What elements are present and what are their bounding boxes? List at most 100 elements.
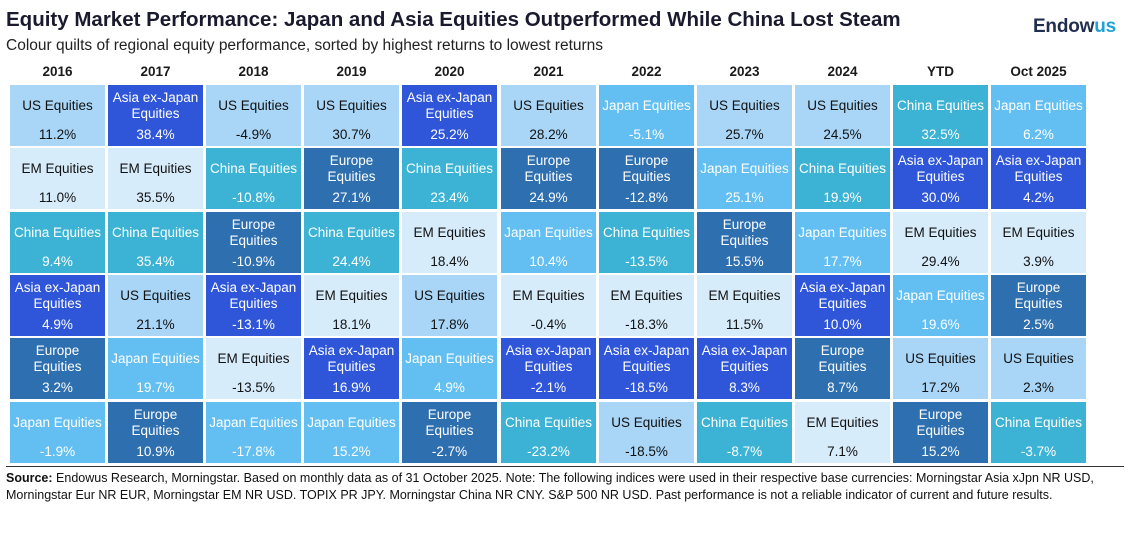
cell-return-value: 4.9% xyxy=(434,380,465,395)
quilt-cell-2017-europe-equities: Europe Equities 10.9% xyxy=(108,402,203,463)
cell-return-value: -2.1% xyxy=(530,380,567,395)
cell-asset-name: Europe Equities xyxy=(720,217,769,248)
cell-asset-name: Europe Equities xyxy=(1014,280,1063,311)
cell-asset-name: Asia ex-Japan Equities xyxy=(406,90,493,121)
cell-asset-name: Japan Equities xyxy=(307,415,396,430)
cell-return-value: 10.0% xyxy=(823,317,862,332)
quilt-cell-ytd-japan-equities: Japan Equities 19.6% xyxy=(893,275,988,336)
cell-return-value: -13.5% xyxy=(232,380,275,395)
quilt-cell-2020-us-equities: US Equities 17.8% xyxy=(402,275,497,336)
quilt-cell-2019-europe-equities: Europe Equities 27.1% xyxy=(304,148,399,209)
quilt-cell-2022-us-equities: US Equities -18.5% xyxy=(599,402,694,463)
logo-accent-text: us xyxy=(1094,16,1116,37)
year-label-2024: 2024 xyxy=(827,64,858,79)
cell-asset-name: Japan Equities xyxy=(896,288,985,303)
quilt-cell-ytd-em-equities: EM Equities 29.4% xyxy=(893,212,988,273)
cell-asset-name: Japan Equities xyxy=(602,98,691,113)
quilt-cell-2018-europe-equities: Europe Equities -10.9% xyxy=(206,212,301,273)
cell-asset-name: US Equities xyxy=(414,288,485,303)
cell-return-value: 11.5% xyxy=(725,317,764,332)
cell-return-value: 10.9% xyxy=(136,444,175,459)
cell-asset-name: Japan Equities xyxy=(504,225,593,240)
cell-asset-name: China Equities xyxy=(700,415,789,430)
cell-return-value: -12.8% xyxy=(625,190,668,205)
quilt-cell-2016-europe-equities: Europe Equities 3.2% xyxy=(10,338,105,399)
year-label-2017: 2017 xyxy=(140,64,171,79)
year-header-row: 2016 2017 2018 2019 2020 2021 2022 2023 2024 YTD O… xyxy=(10,60,1124,84)
cell-asset-name: Japan Equities xyxy=(994,98,1083,113)
cell-return-value: 25.7% xyxy=(725,127,764,142)
cell-asset-name: China Equities xyxy=(896,98,985,113)
cell-asset-name: US Equities xyxy=(709,98,780,113)
quilt-cell-2023-us-equities: US Equities 25.7% xyxy=(697,85,792,146)
quilt-cell-2024-japan-equities: Japan Equities 17.7% xyxy=(795,212,890,273)
cell-asset-name: China Equities xyxy=(798,161,887,176)
cell-asset-name: Asia ex-Japan Equities xyxy=(897,153,984,184)
header: Equity Market Performance: Japan and Asi… xyxy=(6,8,1126,60)
endowus-logo: Endowus xyxy=(1033,16,1116,38)
cell-return-value: 17.7% xyxy=(823,254,862,269)
cell-asset-name: US Equities xyxy=(807,98,878,113)
quilt-cell-2017-em-equities: EM Equities 35.5% xyxy=(108,148,203,209)
quilt-cell-2021-europe-equities: Europe Equities 24.9% xyxy=(501,148,596,209)
quilt-cell-2021-asia-ex-japan-equities: Asia ex-Japan Equities -2.1% xyxy=(501,338,596,399)
cell-return-value: 19.6% xyxy=(921,317,960,332)
cell-asset-name: Europe Equities xyxy=(131,407,180,438)
cell-return-value: 6.2% xyxy=(1023,127,1054,142)
cell-asset-name: EM Equities xyxy=(315,288,388,303)
performance-quilt: 2016 2017 2018 2019 2020 2021 2022 2023 2024 YTD O… xyxy=(10,60,1124,463)
cell-return-value: 16.9% xyxy=(332,380,371,395)
cell-return-value: 9.4% xyxy=(42,254,73,269)
cell-asset-name: Europe Equities xyxy=(916,407,965,438)
quilt-cell-2019-us-equities: US Equities 30.7% xyxy=(304,85,399,146)
cell-return-value: -18.5% xyxy=(625,380,668,395)
cell-return-value: 19.9% xyxy=(823,190,862,205)
cell-return-value: 17.2% xyxy=(921,380,960,395)
cell-asset-name: China Equities xyxy=(307,225,396,240)
cell-asset-name: US Equities xyxy=(905,351,976,366)
quilt-cell-2018-us-equities: US Equities -4.9% xyxy=(206,85,301,146)
cell-return-value: 15.2% xyxy=(921,444,960,459)
source-text: Endowus Research, Morningstar. Based on … xyxy=(6,471,1094,502)
source-divider xyxy=(6,466,1124,467)
year-label-2023: 2023 xyxy=(729,64,760,79)
quilt-cell-2023-europe-equities: Europe Equities 15.5% xyxy=(697,212,792,273)
cell-asset-name: US Equities xyxy=(1003,351,1074,366)
quilt-cell-2019-asia-ex-japan-equities: Asia ex-Japan Equities 16.9% xyxy=(304,338,399,399)
cell-asset-name: Asia ex-Japan Equities xyxy=(603,343,690,374)
cell-return-value: 8.7% xyxy=(827,380,858,395)
cell-return-value: 11.0% xyxy=(38,190,77,205)
cell-asset-name: EM Equities xyxy=(21,161,94,176)
cell-return-value: 4.2% xyxy=(1023,190,1054,205)
quilt-cell-2024-em-equities: EM Equities 7.1% xyxy=(795,402,890,463)
cell-asset-name: Asia ex-Japan Equities xyxy=(799,280,886,311)
cell-asset-name: Japan Equities xyxy=(209,415,298,430)
cell-return-value: -4.9% xyxy=(235,127,272,142)
cell-return-value: 23.4% xyxy=(430,190,469,205)
cell-asset-name: EM Equities xyxy=(119,161,192,176)
quilt-cell-2020-em-equities: EM Equities 18.4% xyxy=(402,212,497,273)
cell-return-value: 10.4% xyxy=(529,254,568,269)
quilt-cell-2017-asia-ex-japan-equities: Asia ex-Japan Equities 38.4% xyxy=(108,85,203,146)
cell-return-value: 11.2% xyxy=(38,127,77,142)
cell-return-value: 32.5% xyxy=(921,127,960,142)
cell-asset-name: Asia ex-Japan Equities xyxy=(210,280,297,311)
cell-asset-name: Asia ex-Japan Equities xyxy=(505,343,592,374)
cell-asset-name: China Equities xyxy=(405,161,494,176)
cell-return-value: 24.4% xyxy=(332,254,371,269)
year-label-2022: 2022 xyxy=(631,64,662,79)
cell-asset-name: Japan Equities xyxy=(798,225,887,240)
quilt-cell-2020-china-equities: China Equities 23.4% xyxy=(402,148,497,209)
quilt-cell-2022-asia-ex-japan-equities: Asia ex-Japan Equities -18.5% xyxy=(599,338,694,399)
year-label-oct-2025: Oct 2025 xyxy=(1010,64,1067,79)
cell-asset-name: Europe Equities xyxy=(524,153,573,184)
cell-return-value: -2.7% xyxy=(431,444,468,459)
cell-asset-name: Asia ex-Japan Equities xyxy=(995,153,1082,184)
cell-return-value: 3.9% xyxy=(1023,254,1054,269)
cell-return-value: 18.1% xyxy=(332,317,371,332)
cell-return-value: 17.8% xyxy=(430,317,469,332)
cell-asset-name: US Equities xyxy=(22,98,93,113)
quilt-cell-2021-japan-equities: Japan Equities 10.4% xyxy=(501,212,596,273)
quilt-cell-2024-china-equities: China Equities 19.9% xyxy=(795,148,890,209)
quilt-cell-2017-us-equities: US Equities 21.1% xyxy=(108,275,203,336)
